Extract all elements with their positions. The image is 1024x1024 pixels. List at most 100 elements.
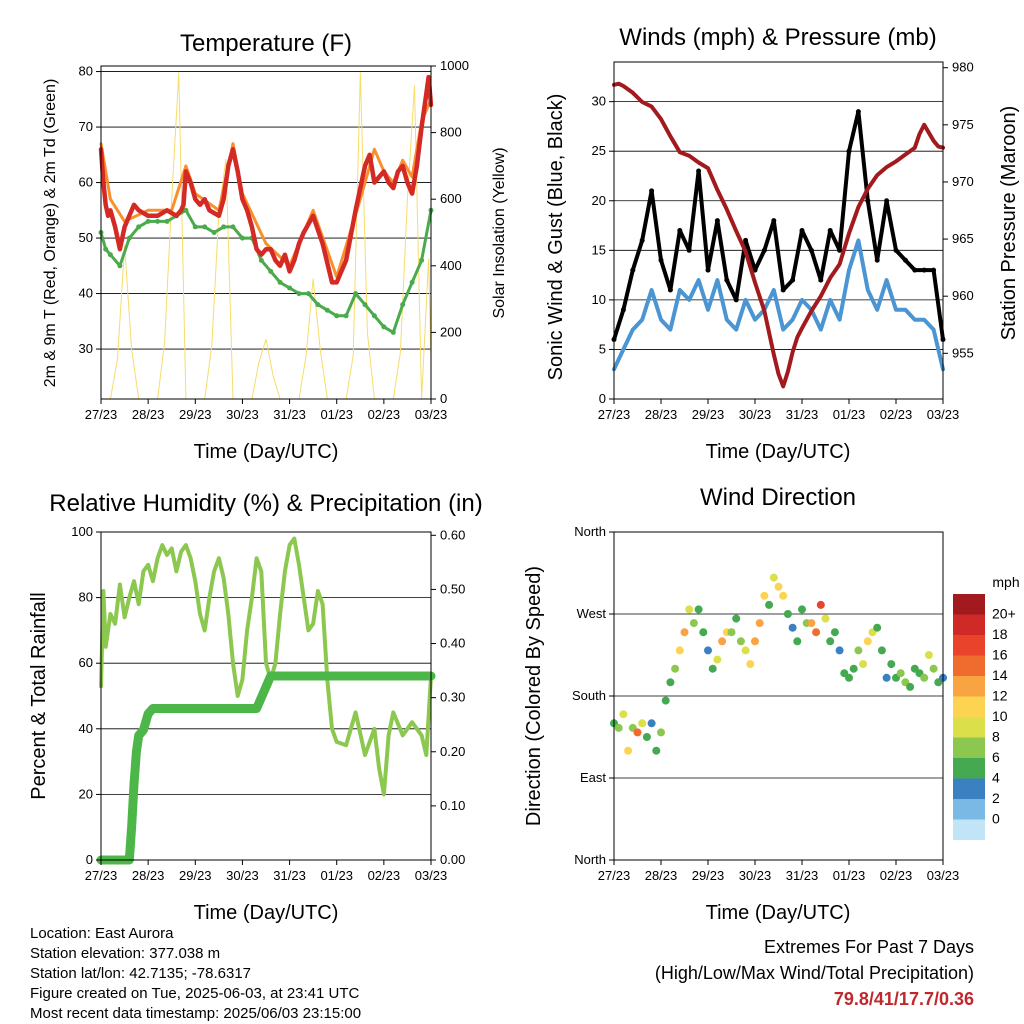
humidity-ylabel: Percent & Total Rainfall xyxy=(28,592,50,800)
direction-point xyxy=(685,605,694,614)
temperature-2m-td-point xyxy=(192,224,198,230)
extremes-value: 79.8/41/17.7/0.36 xyxy=(833,989,974,1009)
humidity-ytick-label: 60 xyxy=(79,655,93,670)
temperature-2m-td-point xyxy=(230,224,236,230)
temperature-2m-td-point xyxy=(107,252,113,258)
direction-point xyxy=(638,719,647,728)
direction-xlabel: Time (Day/UTC) xyxy=(706,902,851,924)
legend-label: 4 xyxy=(992,770,1000,786)
temperature-2m-t-line xyxy=(98,74,434,285)
direction-point xyxy=(788,623,797,632)
winds-gust-point xyxy=(639,237,645,243)
temperature-2m-td-point xyxy=(353,291,359,297)
direction-point xyxy=(727,628,736,637)
winds-ytick-right-label: 960 xyxy=(952,288,974,303)
winds-gust-point xyxy=(818,277,824,283)
winds-xtick-label: 03/23 xyxy=(927,407,960,422)
direction-ytick-label: North xyxy=(574,852,606,867)
legend-swatch xyxy=(953,676,985,697)
temperature-solar-insolation-line xyxy=(100,72,432,400)
direction-point xyxy=(816,600,825,609)
legend-swatch xyxy=(953,799,985,820)
direction-xtick-label: 28/23 xyxy=(645,868,678,883)
humidity-xtick-label: 02/23 xyxy=(368,868,401,883)
temperature-2m-td-point xyxy=(126,235,132,241)
temperature-ytick-label: 70 xyxy=(79,119,93,134)
temperature-ytick-label: 30 xyxy=(79,341,93,356)
winds-gust-point xyxy=(884,198,890,204)
direction-point xyxy=(746,660,755,669)
winds-gust-point xyxy=(752,267,758,273)
direction-ytick-label: East xyxy=(580,770,606,785)
direction-point xyxy=(779,591,788,600)
humidity-ytick-label: 40 xyxy=(79,721,93,736)
direction-ticks: 27/23 28/23 29/23 30/23 31/23 01/23 02/23 03/23… xyxy=(572,524,959,883)
temperature-title: Temperature (F) xyxy=(180,30,352,57)
temperature-xtick-label: 27/23 xyxy=(85,407,118,422)
legend-swatch xyxy=(953,778,985,799)
humidity-title: Relative Humidity (%) & Precipitation (i… xyxy=(49,490,482,517)
temperature-2m-td-point xyxy=(362,302,368,308)
temperature-plot-frame xyxy=(100,65,432,400)
temperature-2m-td-point xyxy=(211,230,217,235)
direction-ytick-label: North xyxy=(574,524,606,539)
direction-point xyxy=(929,664,938,673)
winds-gust-point xyxy=(865,198,871,204)
legend-swatch xyxy=(953,614,985,635)
station-elevation: Station elevation: 377.038 m xyxy=(30,945,221,962)
winds-ylabel-right: Station Pressure (Maroon) xyxy=(998,106,1020,341)
direction-xtick-label: 31/23 xyxy=(786,868,819,883)
winds-title: Winds (mph) & Pressure (mb) xyxy=(619,24,936,51)
direction-xtick-label: 30/23 xyxy=(739,868,772,883)
direction-ytick-label: West xyxy=(577,606,607,621)
temperature-2m-td-point xyxy=(296,291,302,297)
humidity-ytick-right-label: 0.40 xyxy=(440,636,465,651)
winds-gust-point xyxy=(724,277,730,283)
legend-label: 6 xyxy=(992,749,1000,765)
temperature-2m-td-point xyxy=(117,263,123,269)
temperature-xtick-label: 03/23 xyxy=(415,407,448,422)
direction-xtick-label: 27/23 xyxy=(598,868,631,883)
temperature-2m-td-point xyxy=(202,224,208,230)
direction-point xyxy=(873,623,882,632)
direction-point xyxy=(807,619,816,628)
humidity-ticks: 27/23 28/23 29/23 30/23 31/23 01/23 02/23 03/23… xyxy=(71,524,465,883)
direction-point xyxy=(751,637,759,646)
humidity-total-rainfall-line xyxy=(96,671,436,865)
legend-swatch xyxy=(953,717,985,738)
winds-gust-point xyxy=(837,247,843,253)
winds-gust-point xyxy=(931,267,937,273)
winds-gust-point xyxy=(902,257,908,263)
direction-series xyxy=(610,573,947,755)
legend-label: 12 xyxy=(992,688,1008,704)
temperature-2m-td-point xyxy=(305,291,311,297)
temperature-ytick-right-label: 600 xyxy=(440,191,462,206)
direction-color-legend: 20+ 18 16 14 12 10 8 6 4 2 0 xyxy=(953,594,1016,840)
legend-swatch xyxy=(953,758,985,779)
temperature-2m-td-point xyxy=(155,218,161,224)
direction-point xyxy=(699,628,708,637)
winds-gust-point xyxy=(893,247,899,253)
temperature-xtick-label: 29/23 xyxy=(179,407,212,422)
humidity-ytick-right-label: 0.60 xyxy=(440,527,465,542)
direction-point xyxy=(647,719,656,728)
temperature-ytick-label: 50 xyxy=(79,230,93,245)
direction-point xyxy=(680,628,689,637)
winds-gust-point xyxy=(658,257,664,263)
direction-point xyxy=(675,646,684,655)
winds-ytick-label: 20 xyxy=(592,193,606,208)
winds-xtick-label: 30/23 xyxy=(739,407,772,422)
winds-ytick-label: 10 xyxy=(592,292,606,307)
direction-point xyxy=(718,637,727,646)
direction-point xyxy=(863,637,872,646)
winds-gust-point xyxy=(714,218,720,224)
winds-ytick-label: 0 xyxy=(599,391,606,406)
temperature-xtick-label: 31/23 xyxy=(273,407,306,422)
direction-ytick-label: South xyxy=(572,688,606,703)
temperature-2m-td-point xyxy=(419,257,425,263)
direction-point xyxy=(812,628,821,637)
direction-xtick-label: 03/23 xyxy=(927,868,960,883)
winds-gust-point xyxy=(855,109,861,115)
direction-point xyxy=(906,682,915,691)
direction-point xyxy=(845,673,853,682)
